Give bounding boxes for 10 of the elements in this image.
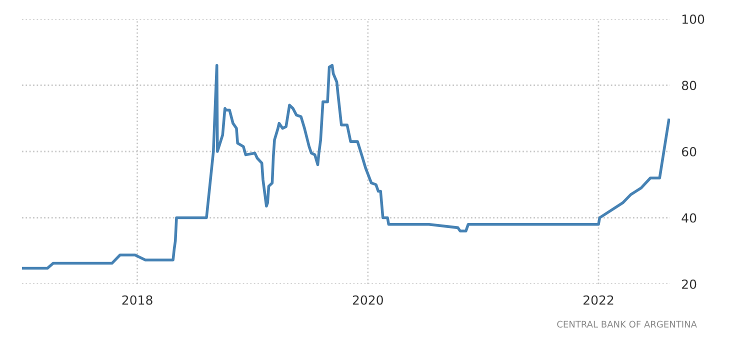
line-series	[22, 64, 670, 270]
y-tick-label: 20	[682, 279, 696, 289]
x-tick-label: 2020	[352, 295, 383, 305]
x-tick-label: 2022	[584, 295, 614, 305]
y-tick-label: 100	[682, 14, 704, 24]
x-tick-label: 2018	[122, 295, 152, 305]
y-tick-label: 40	[682, 213, 696, 223]
y-tick-label: 80	[682, 80, 696, 90]
y-tick-label: 60	[682, 146, 696, 156]
text: CENTRAL BANK OF ARGENTINA	[557, 320, 697, 328]
